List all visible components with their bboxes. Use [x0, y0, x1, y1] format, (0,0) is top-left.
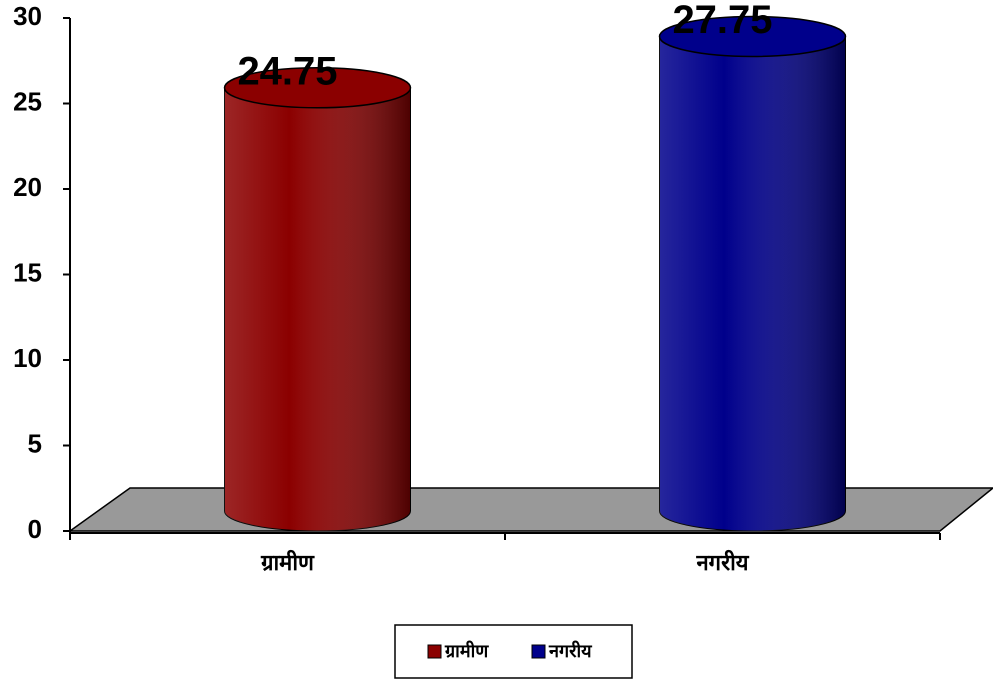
x-tick-label: नगरीय: [695, 549, 749, 576]
shading: [659, 36, 846, 531]
x-tick-label: ग्रामीण: [260, 549, 315, 576]
y-tick-label: 15: [13, 257, 42, 287]
cylinder-top: [658, 15, 847, 58]
legend-label: नगरीय: [548, 640, 593, 662]
floor: [67, 487, 993, 532]
y-tick-label: 20: [13, 172, 42, 202]
legend-swatch: [427, 644, 442, 659]
y-tick-label: 0: [28, 514, 42, 544]
y-tick-label: 5: [28, 428, 42, 458]
value-label: 24.75: [237, 49, 337, 93]
y-tick-label: 25: [13, 86, 42, 116]
cylinder-top: [223, 67, 412, 109]
legend-label: ग्रामीण: [444, 640, 489, 662]
value-label: 27.75: [672, 0, 772, 42]
y-tick-label: 30: [13, 1, 42, 31]
y-tick-label: 10: [13, 343, 42, 373]
shading: [224, 87, 411, 532]
legend-swatch: [531, 644, 546, 659]
